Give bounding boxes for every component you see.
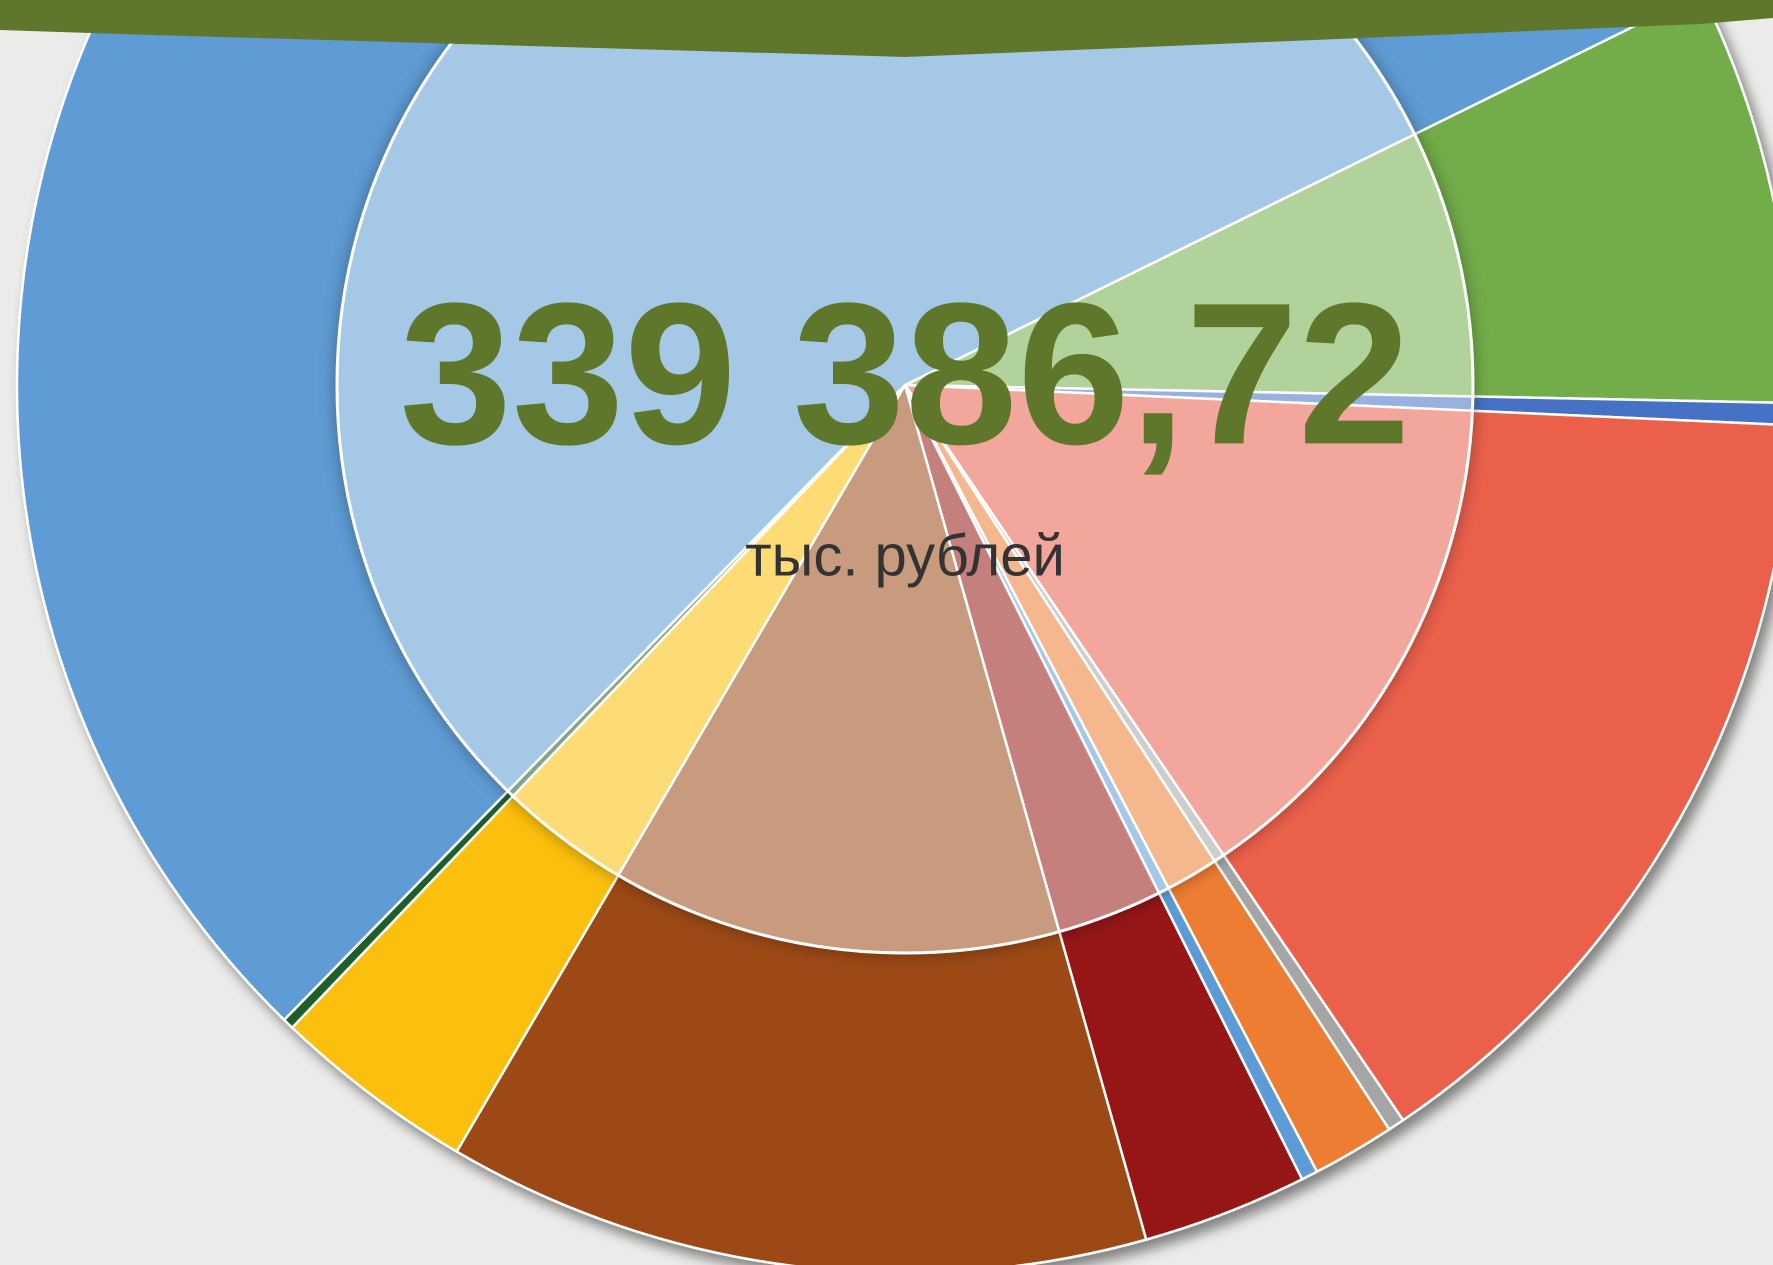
inner-overlay [335,0,1475,955]
pie-inner [335,0,1475,955]
total-value: 339 386,72 [400,260,1411,486]
inner-disc [335,0,1475,955]
unit-label: тыс. рублей [745,523,1065,588]
top-banner [0,0,1773,57]
